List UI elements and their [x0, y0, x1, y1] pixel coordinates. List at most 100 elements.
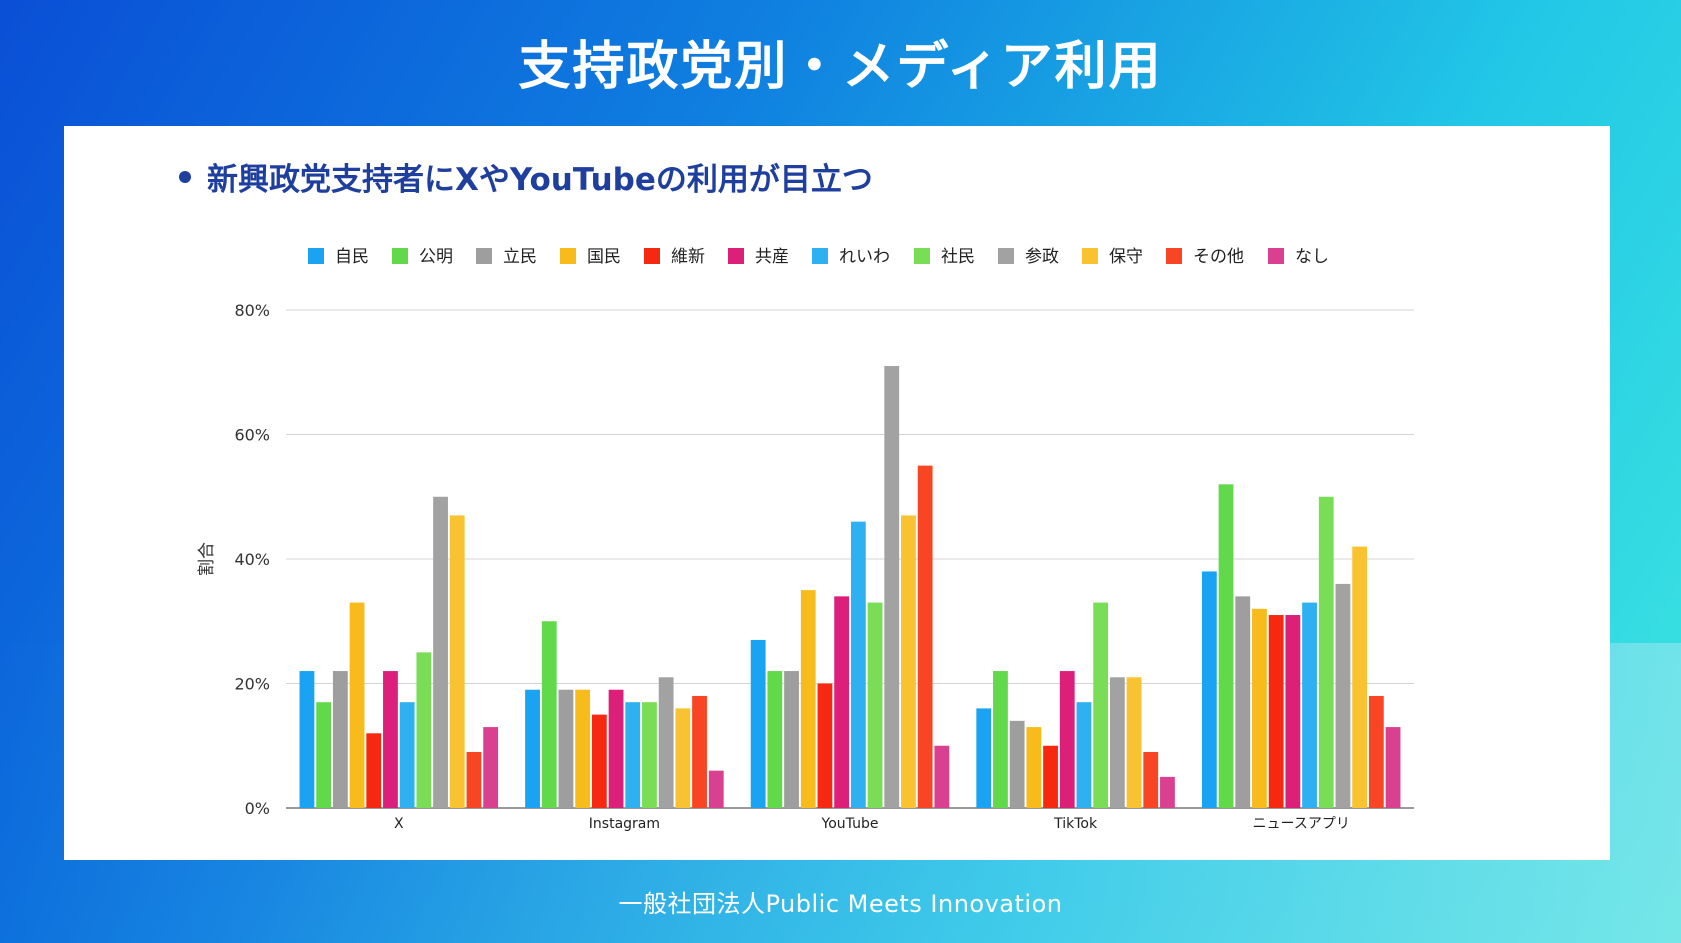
y-tick-label: 20%	[234, 675, 270, 694]
bar-立民-TikTok	[1009, 720, 1025, 808]
bar-なし-YouTube	[934, 745, 950, 808]
bullet-point: 新興政党支持者にXやYouTubeの利用が目立つ	[179, 154, 873, 199]
bar-社民-TikTok	[1093, 602, 1109, 808]
legend-swatch-なし	[1268, 248, 1284, 264]
bar-共産-YouTube	[834, 596, 850, 808]
bar-社民-X	[416, 652, 432, 808]
bar-社民-ニュースアプリ	[1318, 496, 1334, 808]
bar-れいわ-YouTube	[850, 521, 866, 808]
legend-label: れいわ	[839, 247, 890, 267]
bar-共産-X	[383, 671, 398, 808]
bar-立民-ニュースアプリ	[1235, 596, 1251, 808]
bar-その他-YouTube	[917, 465, 933, 808]
bar-自民-YouTube	[750, 639, 766, 808]
legend-swatch-保守	[1082, 248, 1098, 264]
x-tick-label: X	[394, 816, 404, 832]
legend-swatch-社民	[914, 248, 930, 264]
bar-参政-YouTube	[884, 366, 900, 808]
bar-国民-Instagram	[575, 689, 591, 808]
bar-維新-TikTok	[1043, 745, 1058, 808]
bullet-dot-icon	[179, 170, 191, 183]
legend-label: その他	[1193, 247, 1244, 267]
bar-保守-X	[449, 515, 465, 808]
bullet-text: 新興政党支持者にXやYouTubeの利用が目立つ	[207, 162, 873, 198]
bar-国民-TikTok	[1026, 727, 1042, 808]
slide-title: 支持政党別・メディア利用	[518, 37, 1163, 97]
bar-社民-Instagram	[642, 702, 657, 808]
bar-維新-YouTube	[817, 683, 833, 808]
y-tick-label: 80%	[234, 301, 270, 320]
bar-その他-Instagram	[692, 695, 707, 808]
bar-参政-Instagram	[658, 677, 674, 808]
y-tick-label: 0%	[245, 799, 270, 818]
x-tick-label: ニュースアプリ	[1253, 816, 1350, 832]
bar-共産-ニュースアプリ	[1285, 615, 1301, 808]
bar-保守-ニュースアプリ	[1352, 546, 1368, 808]
bar-れいわ-ニュースアプリ	[1302, 602, 1317, 808]
bar-れいわ-X	[399, 702, 415, 808]
bar-維新-Instagram	[591, 714, 607, 808]
bar-公明-ニュースアプリ	[1218, 484, 1234, 808]
bar-公明-X	[316, 702, 332, 808]
footer-text: 一般社団法人Public Meets Innovation	[618, 890, 1063, 918]
bar-れいわ-TikTok	[1076, 702, 1092, 808]
bar-参政-X	[433, 496, 448, 808]
bar-国民-YouTube	[800, 590, 816, 808]
bar-共産-Instagram	[608, 689, 624, 808]
bar-立民-Instagram	[558, 689, 574, 808]
chart-panel: 新興政党支持者にXやYouTubeの利用が目立つ 0% 20% 40% 60% 80% 割…	[64, 126, 1610, 860]
bar-共産-TikTok	[1059, 671, 1075, 808]
bar-保守-TikTok	[1126, 677, 1142, 808]
legend-label: 維新	[671, 247, 705, 267]
legend-swatch-その他	[1166, 248, 1182, 264]
bar-維新-ニュースアプリ	[1268, 615, 1284, 808]
legend-swatch-れいわ	[812, 248, 828, 264]
bar-その他-ニュースアプリ	[1368, 695, 1384, 808]
bar-公明-YouTube	[767, 671, 783, 808]
y-axis-label: 割合	[197, 542, 217, 576]
bar-国民-X	[349, 602, 365, 808]
legend-label: 参政	[1025, 247, 1059, 267]
bar-立民-X	[332, 671, 348, 808]
bar-なし-X	[483, 727, 499, 808]
bar-立民-YouTube	[784, 671, 799, 808]
bar-自民-X	[299, 671, 315, 808]
x-tick-label: YouTube	[821, 816, 879, 832]
bar-保守-Instagram	[675, 708, 691, 808]
bar-その他-X	[466, 751, 482, 808]
bar-なし-TikTok	[1160, 776, 1175, 808]
legend-swatch-立民	[476, 248, 492, 264]
bar-自民-TikTok	[976, 708, 992, 808]
bar-その他-TikTok	[1143, 751, 1159, 808]
bar-公明-TikTok	[993, 671, 1008, 808]
legend-label: 公明	[419, 247, 453, 267]
legend-swatch-国民	[560, 248, 576, 264]
bar-参政-TikTok	[1109, 677, 1125, 808]
legend-label: 社民	[941, 247, 975, 267]
x-tick-label: Instagram	[589, 816, 660, 832]
legend-swatch-共産	[728, 248, 744, 264]
bar-自民-ニュースアプリ	[1201, 571, 1217, 808]
bar-社民-YouTube	[867, 602, 883, 808]
legend-label: 立民	[503, 247, 537, 267]
legend-swatch-公明	[392, 248, 408, 264]
y-tick-label: 60%	[234, 426, 270, 445]
legend-label: 共産	[755, 247, 789, 267]
y-tick-label: 40%	[234, 550, 270, 569]
bar-公明-Instagram	[541, 621, 557, 808]
bar-なし-ニュースアプリ	[1385, 727, 1401, 808]
bar-維新-X	[366, 733, 382, 808]
legend-label: 保守	[1109, 247, 1143, 267]
x-tick-label: TikTok	[1053, 816, 1098, 832]
legend-label: 自民	[335, 247, 369, 267]
legend-swatch-維新	[644, 248, 660, 264]
bar-なし-Instagram	[708, 770, 724, 808]
bar-保守-YouTube	[901, 515, 916, 808]
bar-自民-Instagram	[525, 689, 540, 808]
legend-label: なし	[1295, 247, 1329, 267]
legend-swatch-自民	[308, 248, 324, 264]
bar-chart: 0% 20% 40% 60% 80% 割合 X Instagram YouTube TikTok ニ…	[197, 247, 1414, 832]
bar-参政-ニュースアプリ	[1335, 583, 1351, 808]
legend-label: 国民	[587, 247, 621, 267]
bar-国民-ニュースアプリ	[1252, 608, 1267, 808]
